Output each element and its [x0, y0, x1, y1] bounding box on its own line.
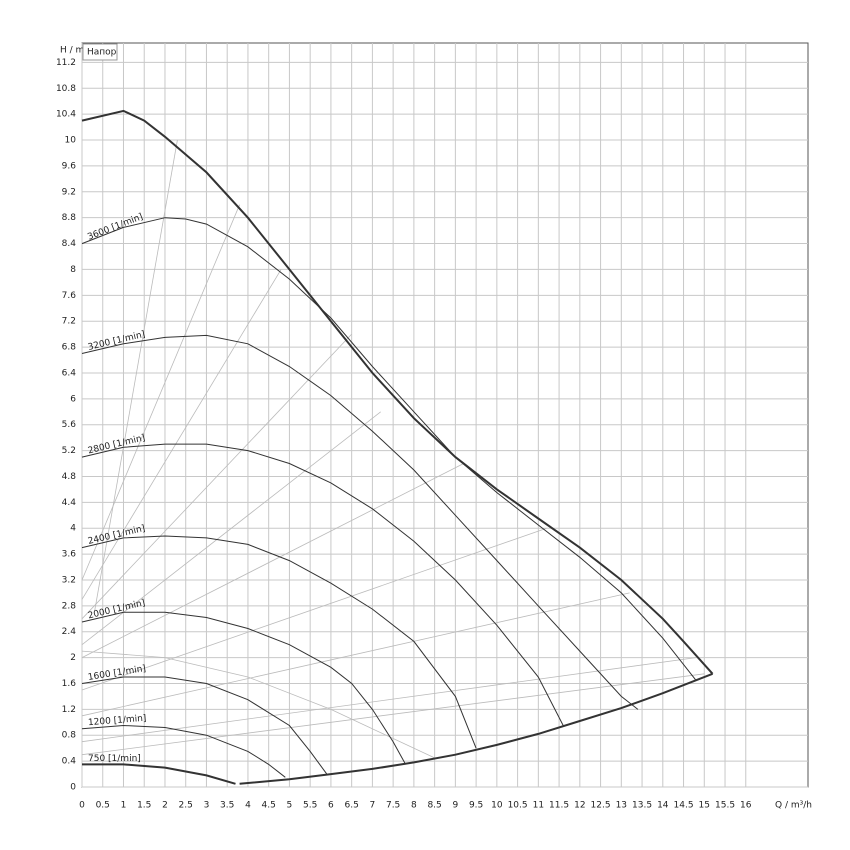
- x-tick-label: 0.5: [96, 801, 110, 811]
- y-tick-label: 10.4: [56, 110, 76, 120]
- y-tick-label: 8.4: [62, 239, 77, 249]
- x-tick-label: 2: [162, 801, 168, 811]
- x-tick-label: 9: [453, 801, 459, 811]
- x-tick-label: 15.5: [715, 801, 735, 811]
- curve: [81, 334, 639, 710]
- curve: [239, 672, 713, 785]
- curve: [81, 333, 352, 620]
- y-tick-label: 6.8: [62, 343, 77, 353]
- y-tick-label: 9.6: [62, 161, 77, 171]
- y-tick-label: 8.8: [62, 213, 77, 223]
- x-tick-label: 13.5: [632, 801, 652, 811]
- y-tick-label: 3.2: [62, 575, 76, 585]
- x-tick-label: 9.5: [469, 801, 483, 811]
- x-tick-label: 5: [287, 801, 293, 811]
- x-tick-label: 2.5: [179, 801, 193, 811]
- y-tick-label: 1.2: [62, 705, 76, 715]
- curve: [81, 592, 630, 717]
- y-tick-label: 4.4: [62, 498, 77, 508]
- x-tick-label: 14: [657, 801, 669, 811]
- x-tick-label: 4: [245, 801, 251, 811]
- curve: [81, 204, 240, 581]
- curve: [81, 217, 697, 681]
- x-tick-label: 13: [616, 801, 627, 811]
- y-tick-label: 7.6: [62, 291, 77, 301]
- y-tick-label: 2.4: [62, 627, 77, 637]
- x-tick-label: 1.5: [137, 801, 151, 811]
- curve: [81, 527, 547, 691]
- x-tick-label: 4.5: [262, 801, 276, 811]
- y-tick-label: 2: [70, 653, 76, 663]
- x-tick-label: 12.5: [591, 801, 611, 811]
- x-tick-label: 10: [491, 801, 503, 811]
- curve: [81, 724, 286, 778]
- curve: [81, 650, 435, 759]
- curve: [82, 763, 236, 785]
- curve: [81, 411, 381, 646]
- x-tick-label: 8.5: [427, 801, 441, 811]
- legend-box-label: Напор: [87, 48, 117, 58]
- curve: [81, 535, 477, 749]
- x-axis-label: Q / m³/h: [775, 801, 812, 811]
- x-tick-label: 14.5: [674, 801, 694, 811]
- x-tick-label: 7: [370, 801, 376, 811]
- y-tick-label: 6.4: [62, 368, 77, 378]
- y-tick-label: 9.2: [62, 187, 76, 197]
- curve: [81, 676, 328, 775]
- y-tick-label: 0: [70, 783, 76, 793]
- y-tick-label: 4: [70, 524, 76, 534]
- y-tick-label: 7.2: [62, 317, 76, 327]
- x-tick-label: 5.5: [303, 801, 317, 811]
- y-tick-label: 10.8: [56, 84, 76, 94]
- y-tick-label: 0.8: [62, 731, 77, 741]
- y-tick-label: 0.4: [62, 757, 77, 767]
- plot-area: [81, 42, 809, 788]
- curve: [81, 673, 705, 756]
- y-tick-label: 5.6: [62, 420, 77, 430]
- y-axis-label: H / m: [60, 46, 84, 56]
- y-tick-label: 1.6: [62, 679, 77, 689]
- y-tick-label: 8: [70, 265, 76, 275]
- x-tick-label: 0: [79, 801, 85, 811]
- curve: [81, 463, 464, 658]
- y-tick-label: 3.6: [62, 550, 77, 560]
- y-tick-label: 2.8: [62, 601, 77, 611]
- x-tick-label: 11.5: [549, 801, 569, 811]
- legend-box: [82, 43, 118, 61]
- y-tick-label: 10: [65, 136, 77, 146]
- x-tick-label: 11: [533, 801, 544, 811]
- x-tick-label: 3.5: [220, 801, 234, 811]
- x-tick-label: 6.5: [344, 801, 358, 811]
- x-tick-label: 16: [740, 801, 752, 811]
- y-tick-label: 4.8: [62, 472, 77, 482]
- x-tick-label: 7.5: [386, 801, 400, 811]
- curve: [94, 139, 178, 613]
- x-tick-label: 8: [411, 801, 417, 811]
- y-tick-label: 11.2: [56, 58, 76, 68]
- x-tick-label: 6: [328, 801, 334, 811]
- curve: [81, 657, 697, 743]
- x-tick-label: 12: [574, 801, 585, 811]
- curve: [81, 109, 714, 675]
- x-tick-label: 3: [204, 801, 210, 811]
- y-tick-label: 5.2: [62, 446, 76, 456]
- x-tick-label: 1: [121, 801, 127, 811]
- curve: [81, 443, 564, 726]
- grid: [81, 43, 808, 788]
- y-tick-label: 6: [70, 394, 76, 404]
- curve-label: 750 [1/min]: [88, 754, 141, 764]
- x-tick-label: 15: [699, 801, 710, 811]
- x-tick-label: 10.5: [508, 801, 528, 811]
- curve: [81, 269, 282, 600]
- curve: [81, 611, 407, 765]
- curve-label: 1200 [1/min]: [88, 714, 147, 729]
